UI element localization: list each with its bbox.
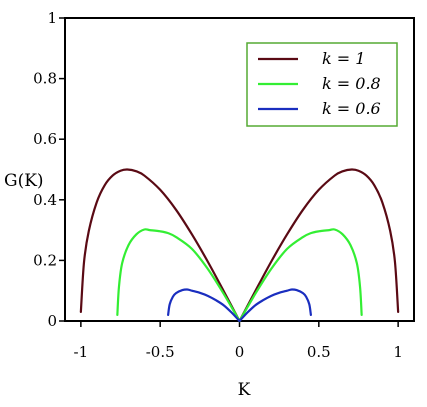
x-axis-ticks: -1 -0.5 0 0.5 1 xyxy=(74,321,403,361)
legend: k = 1 k = 0.8 k = 0.6 xyxy=(246,42,398,127)
y-tick-label: 0 xyxy=(47,312,57,330)
y-axis-ticks: 0 0.2 0.4 0.6 0.8 1 xyxy=(33,9,65,330)
series-line-3 xyxy=(238,288,312,323)
y-tick-label: 0.8 xyxy=(33,70,57,88)
series-lines xyxy=(79,168,400,323)
y-tick-label: 0.2 xyxy=(33,251,57,269)
legend-label-1: k = 1 xyxy=(322,49,365,68)
legend-label-2: k = 0.8 xyxy=(322,74,381,93)
series-line-2 xyxy=(238,228,363,323)
x-tick-label: -0.5 xyxy=(146,343,175,361)
x-tick-label: -1 xyxy=(74,343,89,361)
series-line-1 xyxy=(79,168,241,323)
x-tick-label: 0 xyxy=(235,343,245,361)
y-tick-label: 0.4 xyxy=(33,191,57,209)
series-line-3 xyxy=(167,288,241,323)
x-tick-label: 1 xyxy=(393,343,403,361)
y-tick-label: 1 xyxy=(47,9,57,27)
legend-label-3: k = 0.6 xyxy=(322,99,381,118)
x-axis-label: K xyxy=(238,380,251,400)
y-axis-label: G(K) xyxy=(4,171,44,191)
series-line-1 xyxy=(238,168,400,323)
x-tick-label: 0.5 xyxy=(307,343,331,361)
y-tick-label: 0.6 xyxy=(33,130,57,148)
series-line-2 xyxy=(116,228,241,323)
